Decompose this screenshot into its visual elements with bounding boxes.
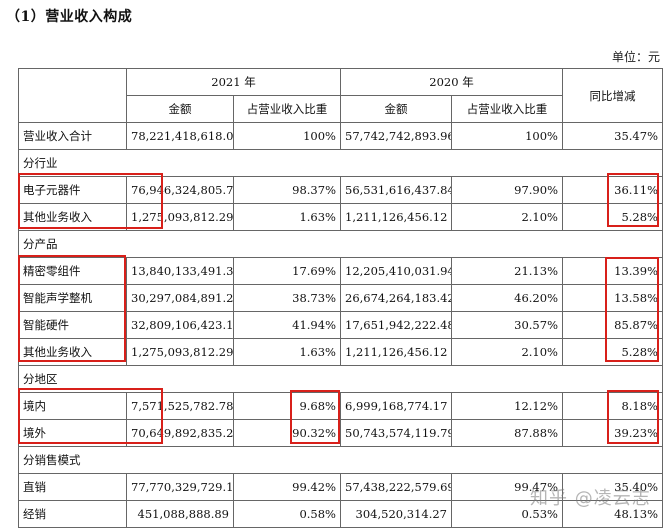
table-row: 其他业务收入 1,275,093,812.29 1.63% 1,211,126,… — [18, 203, 663, 231]
ratio-2020: 0.53% — [451, 500, 563, 528]
ratio-2020: 2.10% — [451, 338, 563, 366]
table-row: 智能声学整机 30,297,084,891.23 38.73% 26,674,2… — [18, 284, 663, 312]
header-year-2021: 2021 年 — [126, 68, 341, 96]
table-row: 精密零组件 13,840,133,491.33 17.69% 12,205,41… — [18, 257, 663, 285]
yoy-change: 5.28% — [562, 338, 663, 366]
yoy-change: 48.13% — [562, 500, 663, 528]
ratio-2021: 90.32% — [233, 419, 341, 447]
header-blank — [18, 68, 127, 123]
ratio-2020: 21.13% — [451, 257, 563, 285]
header-ratio-2020: 占营业收入比重 — [451, 95, 563, 123]
yoy-change: 8.18% — [562, 392, 663, 420]
row-label: 境外 — [18, 419, 127, 447]
ratio-2021: 0.58% — [233, 500, 341, 528]
ratio-2021: 9.68% — [233, 392, 341, 420]
total-ratio-2021: 100% — [233, 122, 341, 150]
amount-2020: 26,674,264,183.42 — [340, 284, 452, 312]
group-title: 分行业 — [18, 149, 663, 177]
yoy-change: 13.58% — [562, 284, 663, 312]
ratio-2021: 1.63% — [233, 203, 341, 231]
row-label: 智能声学整机 — [18, 284, 127, 312]
yoy-change: 39.23% — [562, 419, 663, 447]
row-label: 其他业务收入 — [18, 203, 127, 231]
header-ratio-2021: 占营业收入比重 — [233, 95, 341, 123]
ratio-2021: 38.73% — [233, 284, 341, 312]
ratio-2021: 98.37% — [233, 176, 341, 204]
amount-2021: 32,809,106,423.17 — [126, 311, 234, 339]
header-yoy: 同比增减 — [562, 68, 663, 123]
header-row-sub: 金额 占营业收入比重 金额 占营业收入比重 — [19, 95, 663, 123]
table-row: 境外 70,649,892,835.24 90.32% 50,743,574,1… — [18, 419, 663, 447]
amount-2020: 1,211,126,456.12 — [340, 203, 452, 231]
ratio-2020: 46.20% — [451, 284, 563, 312]
amount-2020: 304,520,314.27 — [340, 500, 452, 528]
total-amount-2020: 57,742,742,893.96 — [340, 122, 452, 150]
amount-2021: 70,649,892,835.24 — [126, 419, 234, 447]
amount-2020: 17,651,942,222.48 — [340, 311, 452, 339]
section-title: （1）营业收入构成 — [6, 9, 133, 25]
yoy-change: 35.40% — [562, 473, 663, 501]
yoy-change: 13.39% — [562, 257, 663, 285]
ratio-2020: 12.12% — [451, 392, 563, 420]
table-row: 电子元器件 76,946,324,805.73 98.37% 56,531,61… — [18, 176, 663, 204]
amount-2020: 56,531,616,437.84 — [340, 176, 452, 204]
ratio-2021: 17.69% — [233, 257, 341, 285]
amount-2021: 76,946,324,805.73 — [126, 176, 234, 204]
ratio-2021: 1.63% — [233, 338, 341, 366]
yoy-change: 85.87% — [562, 311, 663, 339]
table-row: 直销 77,770,329,729.13 99.42% 57,438,222,5… — [18, 473, 663, 501]
ratio-2021: 99.42% — [233, 473, 341, 501]
ratio-2020: 97.90% — [451, 176, 563, 204]
ratio-2020: 99.47% — [451, 473, 563, 501]
row-label: 电子元器件 — [18, 176, 127, 204]
row-label: 直销 — [18, 473, 127, 501]
group-title: 分地区 — [18, 365, 663, 393]
amount-2021: 7,571,525,782.78 — [126, 392, 234, 420]
amount-2020: 12,205,410,031.94 — [340, 257, 452, 285]
total-amount-2021: 78,221,418,618.02 — [126, 122, 234, 150]
watermark: 知乎 @凌云志 — [530, 488, 651, 509]
yoy-change: 36.11% — [562, 176, 663, 204]
amount-2020: 50,743,574,119.79 — [340, 419, 452, 447]
ratio-2020: 2.10% — [451, 203, 563, 231]
ratio-2020: 87.88% — [451, 419, 563, 447]
header-year-2020: 2020 年 — [340, 68, 563, 96]
total-ratio-2020: 100% — [451, 122, 563, 150]
header-amount-2021: 金额 — [126, 95, 234, 123]
amount-2020: 1,211,126,456.12 — [340, 338, 452, 366]
group-header-row: 分地区 — [18, 365, 663, 393]
row-label: 智能硬件 — [18, 311, 127, 339]
header-amount-2020: 金额 — [340, 95, 452, 123]
header-row-years: 2021 年 2020 年 同比增减 — [18, 68, 663, 123]
row-label: 其他业务收入 — [18, 338, 127, 366]
group-header-row: 分行业 — [18, 149, 663, 177]
amount-2021: 77,770,329,729.13 — [126, 473, 234, 501]
amount-2021: 1,275,093,812.29 — [126, 203, 234, 231]
yoy-change: 5.28% — [562, 203, 663, 231]
total-row: 营业收入合计 78,221,418,618.02 100% 57,742,742… — [18, 122, 663, 150]
amount-2020: 57,438,222,579.69 — [340, 473, 452, 501]
ratio-2020: 30.57% — [451, 311, 563, 339]
row-label: 经销 — [18, 500, 127, 528]
table-row: 其他业务收入 1,275,093,812.29 1.63% 1,211,126,… — [18, 338, 663, 366]
table-row: 经销 451,088,888.89 0.58% 304,520,314.27 0… — [18, 500, 663, 528]
group-header-row: 分销售模式 — [18, 446, 663, 474]
row-label: 精密零组件 — [18, 257, 127, 285]
unit-label: 单位：元 — [611, 50, 660, 64]
amount-2021: 30,297,084,891.23 — [126, 284, 234, 312]
group-title: 分产品 — [18, 230, 663, 258]
amount-2021: 1,275,093,812.29 — [126, 338, 234, 366]
amount-2020: 6,999,168,774.17 — [340, 392, 452, 420]
total-label: 营业收入合计 — [18, 122, 127, 150]
total-yoy: 35.47% — [562, 122, 663, 150]
table-row: 境内 7,571,525,782.78 9.68% 6,999,168,774.… — [18, 392, 663, 420]
amount-2021: 451,088,888.89 — [126, 500, 234, 528]
ratio-2021: 41.94% — [233, 311, 341, 339]
group-title: 分销售模式 — [18, 446, 663, 474]
row-label: 境内 — [18, 392, 127, 420]
revenue-table: 2021 年 2020 年 同比增减 金额 占营业收入比重 金额 占营业收入比重… — [18, 68, 663, 528]
table-row: 智能硬件 32,809,106,423.17 41.94% 17,651,942… — [18, 311, 663, 339]
group-header-row: 分产品 — [18, 230, 663, 258]
amount-2021: 13,840,133,491.33 — [126, 257, 234, 285]
